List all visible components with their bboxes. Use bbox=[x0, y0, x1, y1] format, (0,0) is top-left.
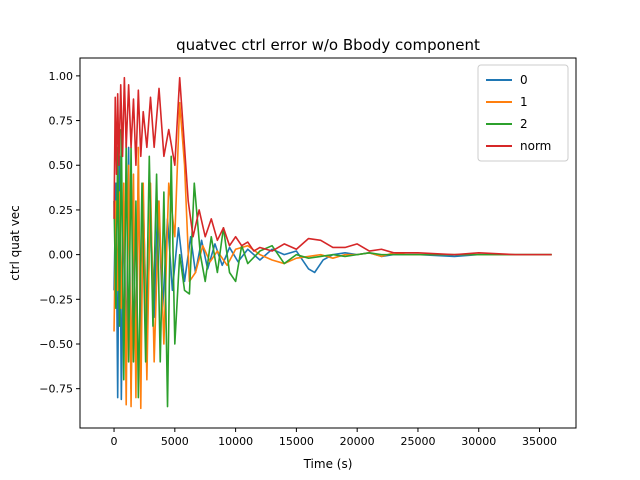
series-line-norm bbox=[113, 76, 552, 256]
x-tick-label: 5000 bbox=[161, 435, 189, 448]
y-tick-label: 1.00 bbox=[49, 70, 74, 83]
legend-label-norm: norm bbox=[520, 139, 551, 153]
legend: 0 1 2 norm bbox=[477, 64, 569, 162]
x-tick-label: 15000 bbox=[279, 435, 314, 448]
x-tick-label: 10000 bbox=[218, 435, 253, 448]
series-layer bbox=[113, 76, 552, 410]
y-axis-label: ctrl quat vec bbox=[8, 205, 22, 281]
legend-label-1: 1 bbox=[520, 95, 528, 109]
y-tick-label: 0.50 bbox=[49, 159, 74, 172]
x-axis-label: Time (s) bbox=[303, 457, 353, 471]
y-tick-label: −0.75 bbox=[39, 383, 73, 396]
x-tick-label: 30000 bbox=[461, 435, 496, 448]
chart-title: quatvec ctrl error w/o Bbody component bbox=[176, 36, 480, 54]
legend-box bbox=[477, 64, 569, 162]
y-tick-label: 0.75 bbox=[49, 115, 74, 128]
x-tick-label: 35000 bbox=[522, 435, 557, 448]
y-axis: −0.75 −0.50 −0.25 0.00 0.25 0.50 0.75 1.00 bbox=[39, 70, 80, 396]
legend-label-2: 2 bbox=[520, 117, 528, 131]
x-axis: 0 5000 10000 15000 20000 25000 30000 35000 bbox=[111, 428, 557, 448]
y-tick-label: 0.25 bbox=[49, 204, 74, 217]
x-tick-label: 25000 bbox=[400, 435, 435, 448]
plot-frame bbox=[79, 57, 577, 429]
legend-label-0: 0 bbox=[520, 73, 528, 87]
y-tick-label: −0.50 bbox=[39, 338, 73, 351]
x-tick-label: 20000 bbox=[340, 435, 375, 448]
y-tick-label: 0.00 bbox=[49, 249, 74, 262]
x-tick-label: 0 bbox=[111, 435, 118, 448]
y-tick-label: −0.25 bbox=[39, 293, 73, 306]
